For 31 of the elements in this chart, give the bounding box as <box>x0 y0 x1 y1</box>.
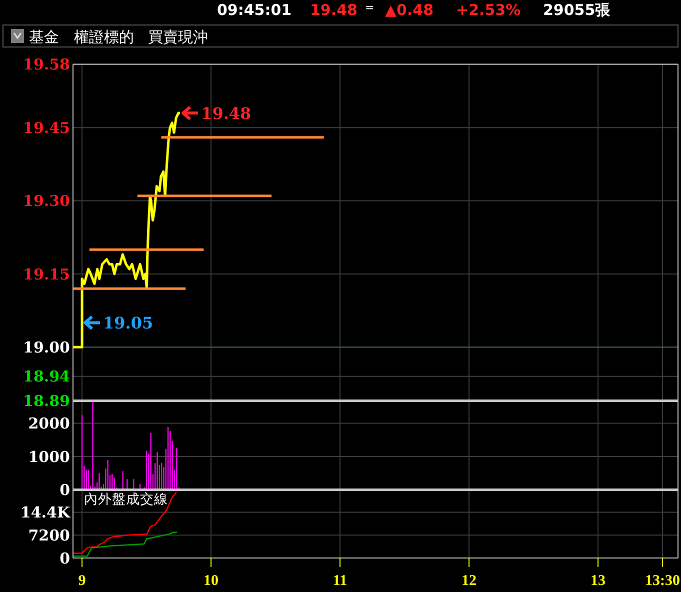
text: = <box>365 1 374 14</box>
x-tick-label: 13:30 <box>645 573 680 589</box>
y-tick-label: 18.94 <box>23 368 70 386</box>
text: ▲0.48 <box>385 1 434 19</box>
annotation: 19.05 <box>103 313 154 332</box>
chart-title: 內外盤成交線 <box>84 492 168 508</box>
y-tick-label: 19.58 <box>23 56 70 74</box>
y-tick-label: 0 <box>60 549 70 568</box>
text: 權證標的 <box>74 28 134 46</box>
x-tick-label: 12 <box>462 573 477 589</box>
text: 09:45:01 <box>217 1 292 19</box>
y-tick-label: 2000 <box>28 414 70 433</box>
x-tick-label: 9 <box>78 573 86 589</box>
y-tick-label: 0 <box>60 481 70 500</box>
y-tick-label: 19.45 <box>23 119 70 138</box>
text: 基金 <box>29 28 59 46</box>
text: 買賣現沖 <box>148 28 208 46</box>
text: +2.53% <box>456 1 521 19</box>
y-tick-label: 7200 <box>28 526 70 545</box>
x-tick-label: 10 <box>204 573 219 589</box>
y-tick-label: 19.30 <box>23 192 70 210</box>
y-tick-label: 14.4K <box>20 504 71 522</box>
y-tick-label: 19.00 <box>23 338 70 356</box>
x-tick-label: 11 <box>332 573 348 589</box>
text: 29055張 <box>543 1 612 19</box>
y-tick-label: 1000 <box>28 448 70 466</box>
y-tick-label: 19.15 <box>23 265 70 284</box>
text: 19.48 <box>310 1 358 19</box>
annotation: 19.48 <box>201 104 252 123</box>
y-tick-label: 18.89 <box>23 392 70 410</box>
x-tick-label: 13 <box>590 573 606 589</box>
